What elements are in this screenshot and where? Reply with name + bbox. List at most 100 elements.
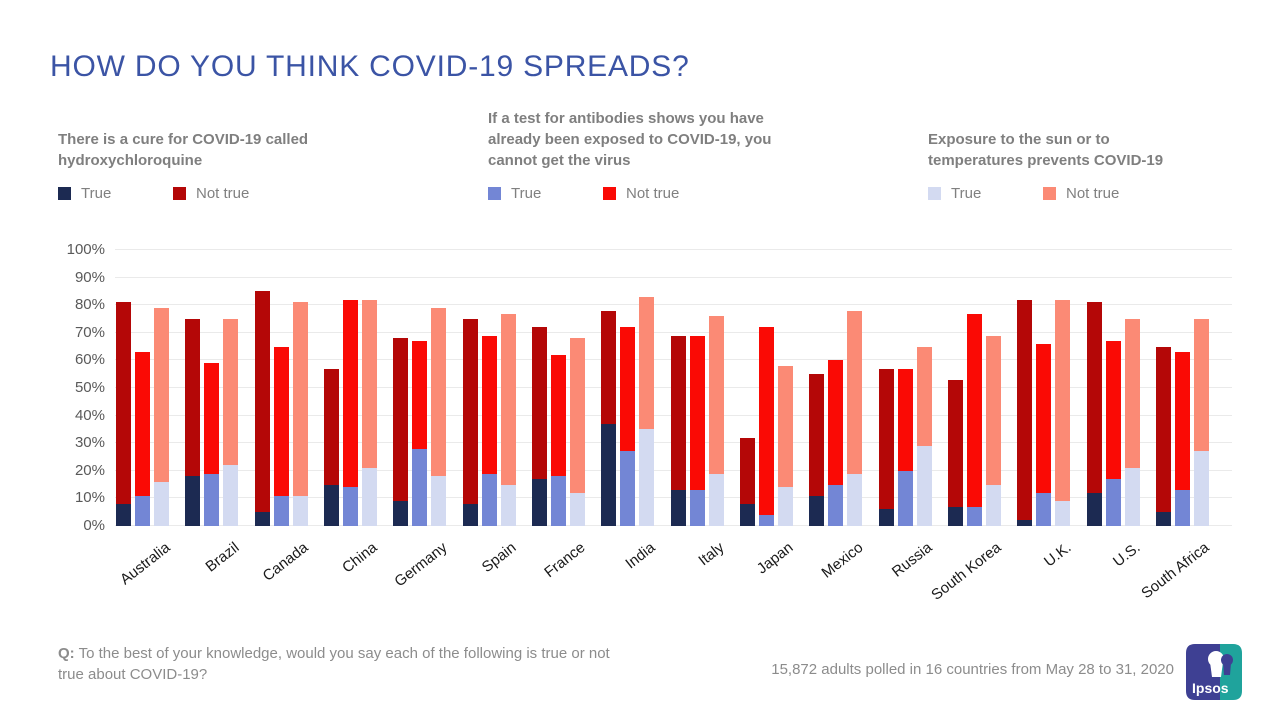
bar-china-q2-not-true bbox=[342, 299, 358, 488]
bar-brazil-q2-true bbox=[204, 473, 220, 526]
legend-label-true: True bbox=[951, 185, 982, 202]
bar-south-africa-q2-not-true bbox=[1174, 352, 1190, 491]
y-axis-tick-20%: 20% bbox=[74, 461, 105, 479]
legend-label-true: True bbox=[511, 185, 542, 202]
bar-france-q3-true bbox=[569, 492, 585, 526]
bar-u-k-q3-not-true bbox=[1055, 299, 1071, 502]
bar-australia-q2-true bbox=[135, 495, 150, 526]
question-title: There is a cure for COVID-19 called hydr… bbox=[58, 131, 309, 169]
bar-u-s-q3-true bbox=[1124, 468, 1140, 526]
bar-spain-q3-true bbox=[500, 484, 516, 526]
bar-group-south-africa bbox=[1155, 250, 1209, 526]
logo-text: Ipsos bbox=[1192, 680, 1229, 696]
bar-china-q3-true bbox=[361, 468, 377, 526]
bar-brazil-q1-not-true bbox=[185, 319, 201, 477]
legend-item-true: True bbox=[488, 185, 603, 202]
legend-swatch-true bbox=[488, 187, 501, 200]
bar-spain-q3-not-true bbox=[500, 313, 516, 485]
plot-area: 0% 10% 20% 30% 40% 50% 60% 70% 80% 90% 100% Austral… bbox=[67, 241, 1232, 604]
bar-australia-q3-not-true bbox=[154, 307, 169, 482]
bar-canada-q2-true bbox=[273, 495, 289, 526]
bar-u-s-q3-not-true bbox=[1124, 319, 1140, 469]
bar-canada-q3-not-true bbox=[292, 302, 308, 496]
gridline-100% bbox=[115, 249, 1232, 250]
bar-japan-q3-not-true bbox=[777, 365, 793, 488]
bar-italy-q2-not-true bbox=[689, 335, 705, 491]
bar-france-q2-not-true bbox=[550, 354, 566, 477]
legend-item-true: True bbox=[58, 185, 173, 202]
bar-mexico-q2-true bbox=[828, 484, 844, 526]
y-axis-tick-100%: 100% bbox=[66, 241, 105, 258]
bar-germany-q2-not-true bbox=[412, 341, 428, 449]
bar-group-canada bbox=[254, 250, 308, 526]
legend-label-true: True bbox=[81, 185, 112, 202]
ipsos-logo: Ipsos bbox=[1186, 644, 1242, 700]
bar-south-africa-q3-not-true bbox=[1193, 319, 1209, 452]
bar-mexico-q2-not-true bbox=[828, 360, 844, 485]
bar-spain-q2-not-true bbox=[481, 335, 497, 474]
bar-mexico-q3-true bbox=[847, 473, 863, 526]
question-text: To the best of your knowledge, would you… bbox=[58, 645, 610, 683]
bar-russia-q2-true bbox=[897, 470, 913, 526]
legend-swatch-true bbox=[58, 187, 71, 200]
bar-russia-q1-true bbox=[878, 509, 894, 526]
bar-brazil-q1-true bbox=[185, 476, 201, 526]
bar-italy-q3-true bbox=[708, 473, 724, 526]
bar-u-s-q1-true bbox=[1086, 492, 1102, 526]
legend: True Not true bbox=[928, 185, 1190, 202]
bar-u-k-q1-not-true bbox=[1017, 299, 1033, 521]
bar-u-k-q2-not-true bbox=[1036, 343, 1052, 493]
survey-question-note: Q: To the best of your knowledge, would … bbox=[58, 643, 628, 685]
bar-south-africa-q1-true bbox=[1155, 512, 1171, 526]
bar-u-k-q1-true bbox=[1017, 520, 1033, 526]
bar-south-korea-q2-true bbox=[966, 506, 982, 526]
y-axis-tick-10%: 10% bbox=[74, 489, 105, 507]
bar-canada-q2-not-true bbox=[273, 346, 289, 496]
question-panel-hydroxychloroquine: There is a cure for COVID-19 called hydr… bbox=[58, 103, 310, 202]
y-axis-tick-90%: 90% bbox=[74, 268, 105, 286]
question-title: Exposure to the sun or to temperatures p… bbox=[928, 131, 1164, 169]
y-axis-tick-80%: 80% bbox=[74, 296, 105, 314]
legend-label-not-true: Not true bbox=[626, 185, 680, 202]
bar-canada-q3-true bbox=[292, 495, 308, 526]
page-title: HOW DO YOU THINK COVID-19 SPREADS? bbox=[50, 50, 690, 83]
bar-south-africa-q2-true bbox=[1174, 490, 1190, 526]
bar-china-q3-not-true bbox=[361, 299, 377, 469]
y-axis-tick-0%: 0% bbox=[83, 517, 105, 534]
bar-group-india bbox=[601, 250, 655, 526]
bar-south-africa-q1-not-true bbox=[1155, 346, 1171, 513]
bar-group-brazil bbox=[185, 250, 239, 526]
bar-south-korea-q2-not-true bbox=[966, 313, 982, 507]
bar-u-k-q3-true bbox=[1055, 501, 1071, 526]
logo-face-blue-neck bbox=[1223, 663, 1231, 675]
bar-germany-q2-true bbox=[412, 448, 428, 526]
bar-russia-q3-not-true bbox=[916, 346, 932, 446]
bar-south-korea-q1-true bbox=[947, 506, 963, 526]
bar-italy-q1-not-true bbox=[670, 335, 686, 491]
bar-group-spain bbox=[462, 250, 516, 526]
bar-india-q2-not-true bbox=[620, 327, 636, 452]
bar-germany-q1-true bbox=[393, 501, 409, 526]
bar-group-japan bbox=[739, 250, 793, 526]
legend: True Not true bbox=[488, 185, 776, 202]
bar-u-s-q2-not-true bbox=[1105, 341, 1121, 480]
bar-russia-q3-true bbox=[916, 445, 932, 526]
bar-india-q1-true bbox=[601, 423, 617, 526]
bar-group-u-s bbox=[1086, 250, 1140, 526]
question-panel-antibody-test: If a test for antibodies shows you have … bbox=[488, 103, 776, 202]
bar-india-q1-not-true bbox=[601, 310, 617, 424]
bar-germany-q3-not-true bbox=[431, 307, 447, 477]
question-prefix: Q: bbox=[58, 645, 75, 662]
bar-canada-q1-true bbox=[254, 512, 270, 526]
bar-japan-q1-not-true bbox=[739, 437, 755, 504]
bar-brazil-q3-true bbox=[223, 465, 239, 526]
bar-australia-q3-true bbox=[154, 481, 169, 526]
question-panel-sun-exposure: Exposure to the sun or to temperatures p… bbox=[928, 103, 1190, 202]
bar-south-africa-q3-true bbox=[1193, 451, 1209, 526]
bar-group-italy bbox=[670, 250, 724, 526]
bar-china-q1-not-true bbox=[323, 368, 339, 485]
bar-group-france bbox=[531, 250, 585, 526]
logo-face-white-neck bbox=[1210, 662, 1223, 677]
bar-group-australia bbox=[116, 250, 169, 526]
